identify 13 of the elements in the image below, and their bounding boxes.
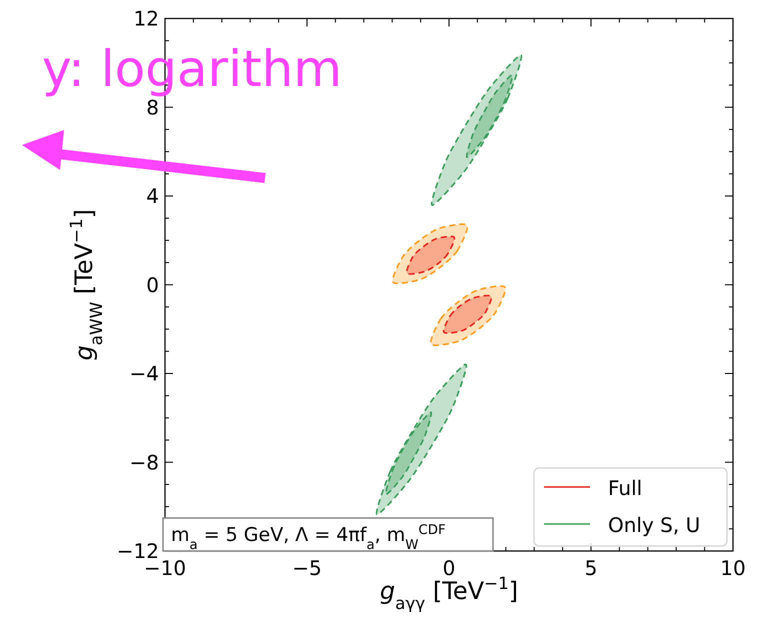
y-tick-label: 4 <box>146 184 159 208</box>
y-tick-label: −4 <box>130 362 159 386</box>
y-tick-label: −8 <box>130 450 159 474</box>
y-tick-label: 0 <box>146 272 159 297</box>
y-tick-label: −12 <box>116 539 159 563</box>
x-tick-label: 10 <box>720 556 746 580</box>
legend-label: Full <box>608 476 642 500</box>
y-tick-label: 12 <box>134 6 159 30</box>
legend-label: Only S, U <box>608 513 700 537</box>
x-tick-label: 0 <box>442 556 456 580</box>
x-tick-label: −5 <box>292 556 322 580</box>
x-tick-label: 5 <box>584 556 598 580</box>
y-tick-label: 8 <box>146 95 159 120</box>
